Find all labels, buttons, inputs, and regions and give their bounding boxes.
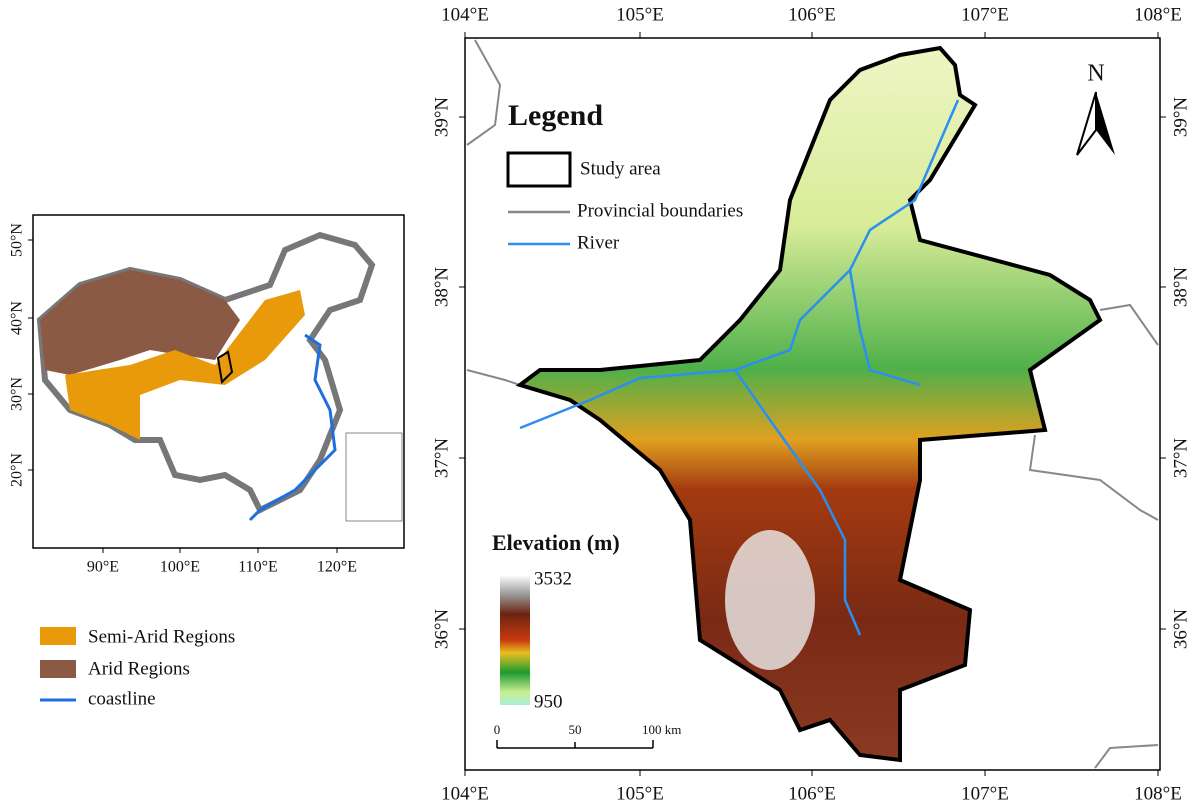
- lon-label: 105°E: [616, 783, 664, 804]
- legend-swatch: [40, 660, 76, 678]
- study-area: [515, 45, 1103, 763]
- lat-label: 50°N: [9, 223, 26, 257]
- river: [519, 99, 960, 430]
- north-arrow: [1096, 92, 1115, 155]
- lat-label: 38°N: [431, 267, 452, 308]
- semi-arid-region: [65, 290, 305, 440]
- lon-label: 107°E: [961, 4, 1009, 25]
- scale-label: 50: [569, 722, 582, 737]
- north-arrow: [1076, 91, 1097, 156]
- lat-label: 38°N: [1170, 267, 1191, 308]
- coastline: [248, 333, 337, 522]
- lon-label: 106°E: [788, 783, 836, 804]
- river: [848, 269, 921, 387]
- legend-label: River: [577, 232, 620, 253]
- legend-label: coastline: [88, 688, 156, 709]
- elevation-ramp: [500, 575, 530, 705]
- elevation-max: 3532: [534, 568, 572, 589]
- legend-label: Provincial boundaries: [577, 200, 743, 221]
- lon-label: 120°E: [317, 559, 357, 576]
- high-elevation: [725, 530, 815, 670]
- lat-label: 30°N: [9, 377, 26, 411]
- river: [733, 369, 862, 636]
- scale-label: 0: [494, 722, 501, 737]
- lon-label: 106°E: [788, 4, 836, 25]
- north-label: N: [1087, 61, 1104, 87]
- lat-label: 37°N: [1170, 438, 1191, 479]
- arid-region: [40, 270, 240, 375]
- lon-label: 110°E: [238, 559, 278, 576]
- main-map: Legend Study area Provincial boundaries …: [464, 37, 1161, 771]
- legend-swatch: [506, 151, 572, 188]
- south-sea-inset: [345, 432, 403, 522]
- lon-label: 104°E: [441, 4, 489, 25]
- provincial-boundary: [466, 369, 521, 386]
- provincial-boundary: [1094, 744, 1159, 769]
- legend-label: Arid Regions: [88, 658, 190, 679]
- legend-label: Study area: [580, 158, 661, 179]
- legend-swatch: [40, 627, 76, 645]
- lat-label: 39°N: [1170, 97, 1191, 138]
- provincial-boundary: [1099, 303, 1159, 346]
- lon-label: 108°E: [1134, 4, 1182, 25]
- scale-label: 100 km: [642, 722, 681, 737]
- lat-label: 37°N: [431, 438, 452, 479]
- legend-title: Legend: [508, 99, 603, 132]
- lat-label: 36°N: [431, 609, 452, 650]
- elevation-title: Elevation (m): [492, 530, 620, 555]
- scale-bar: [496, 740, 654, 749]
- lat-label: 39°N: [431, 97, 452, 138]
- lon-label: 108°E: [1134, 783, 1182, 804]
- provincial-boundary: [466, 39, 502, 146]
- provincial-boundary: [1028, 434, 1159, 521]
- lat-label: 40°N: [9, 301, 26, 335]
- legend-label: Semi-Arid Regions: [88, 626, 235, 647]
- lat-label: 36°N: [1170, 609, 1191, 650]
- lon-label: 107°E: [961, 783, 1009, 804]
- lat-label: 20°N: [9, 453, 26, 487]
- elevation-min: 950: [534, 691, 563, 712]
- inset-map: Semi-Arid Regions Arid Regions coastline: [32, 214, 405, 709]
- lon-label: 100°E: [160, 559, 200, 576]
- study-area-inset: [216, 350, 234, 385]
- lon-label: 105°E: [616, 4, 664, 25]
- lon-label: 90°E: [87, 559, 119, 576]
- lon-label: 104°E: [441, 783, 489, 804]
